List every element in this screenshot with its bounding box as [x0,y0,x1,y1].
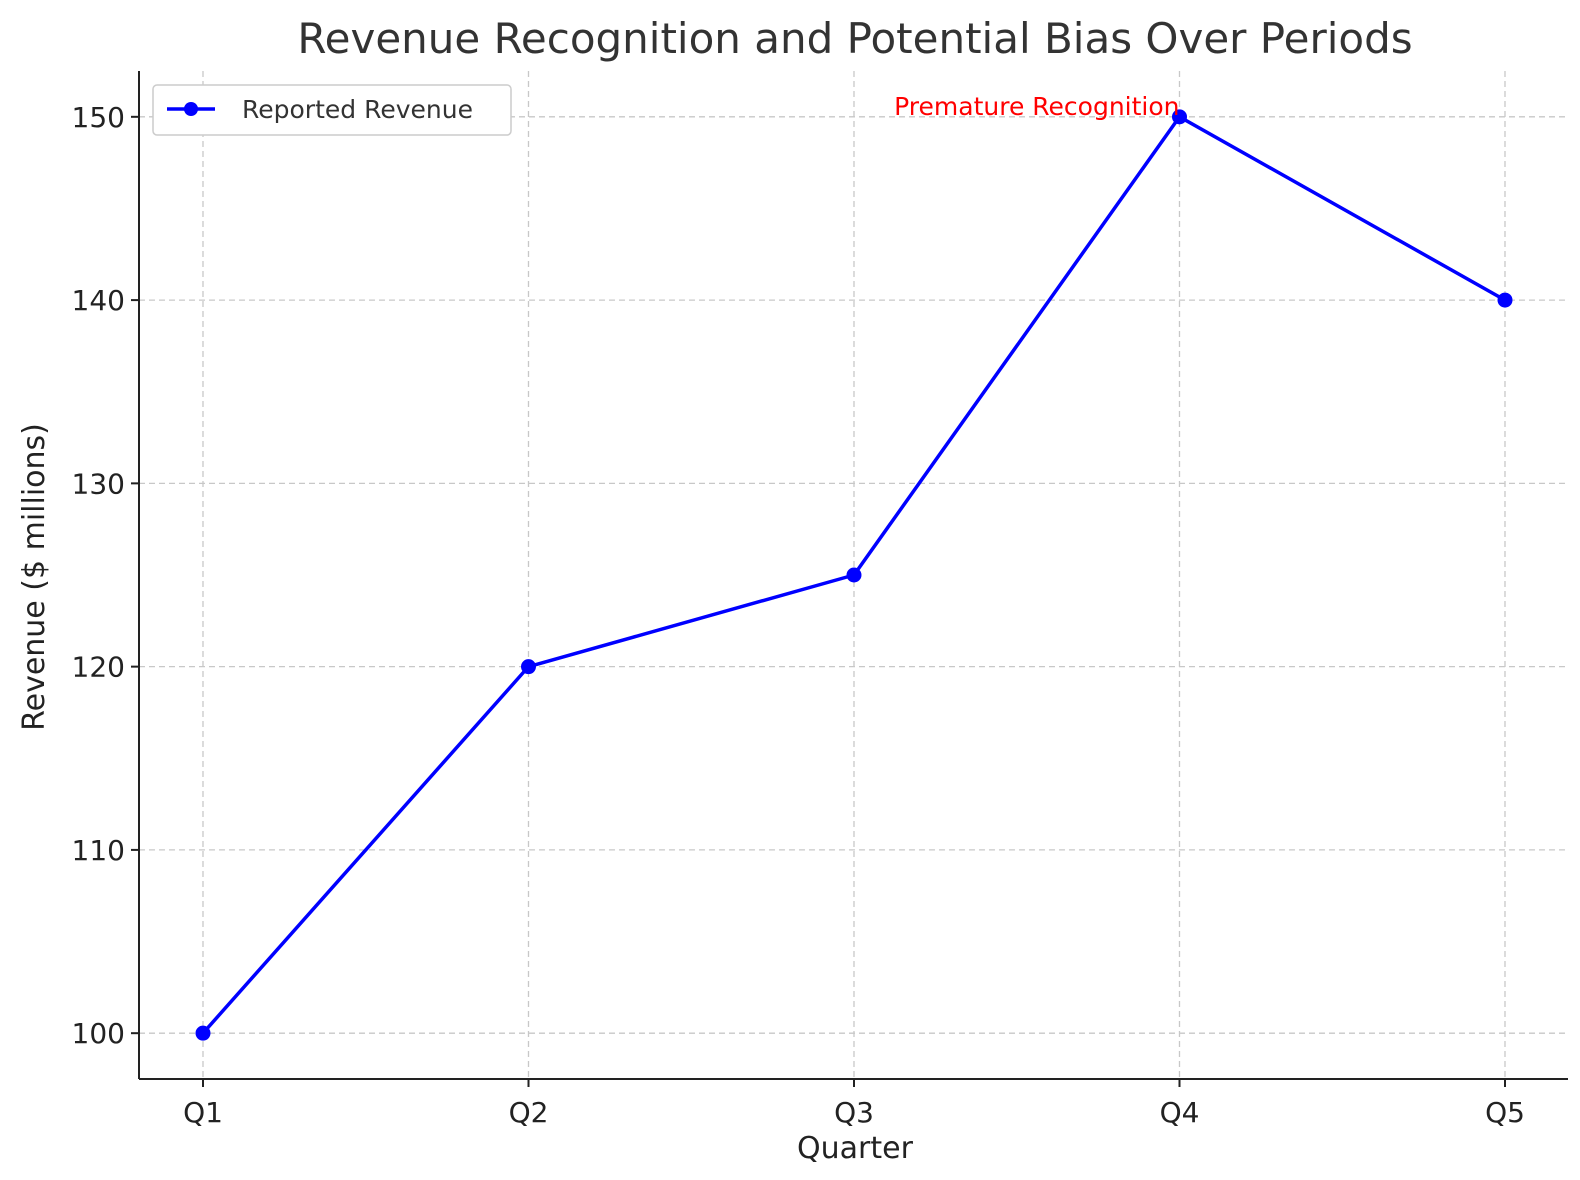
data-point-q4 [1172,109,1187,125]
x-tick-label: Q1 [183,1096,223,1129]
legend: Reported Revenue [152,84,512,136]
y-tick-label: 120 [72,651,125,684]
x-tick-label: Q2 [509,1096,549,1129]
x-tick-label: Q5 [1485,1096,1525,1129]
y-tick-label: 140 [72,284,125,317]
data-point-q5 [1497,292,1513,308]
x-axis-label: Quarter [797,1131,914,1166]
x-tick-label: Q3 [834,1096,874,1129]
data-point-q3 [846,567,862,583]
y-tick-label: 130 [72,467,125,500]
chart-title: Revenue Recognition and Potential Bias O… [297,14,1412,63]
y-tick-label: 100 [72,1017,125,1050]
y-tick-label: 110 [72,834,125,867]
legend-box [152,84,512,136]
legend-entry-reported-revenue: Reported Revenue [242,95,473,124]
data-point-q2 [521,659,536,675]
series-reported-revenue [195,109,1513,1041]
y-tick-label: 150 [72,101,125,134]
annotation-premature-recognition: Premature Recognition [894,92,1179,121]
x-tick-label: Q4 [1160,1096,1200,1129]
data-point-q1 [195,1025,211,1041]
legend-marker-swatch [184,102,198,116]
y-axis-label: Revenue ($ millions) [17,423,52,731]
axis-ticks: 100 110 120 130 140 150 Q1 Q2 Q3 Q4 Q5 [72,101,1525,1129]
annotations: Premature Recognition [894,92,1179,121]
